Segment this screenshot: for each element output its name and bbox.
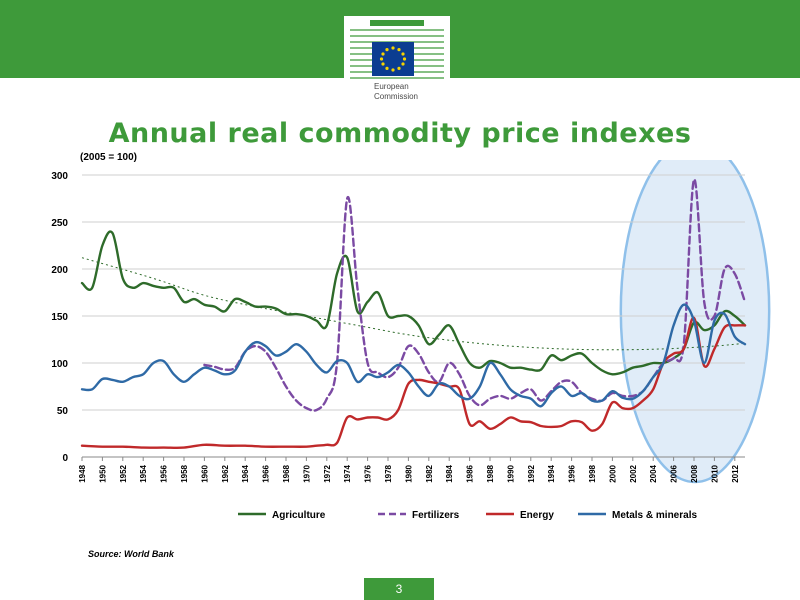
trend-line (81, 257, 746, 351)
x-tick-label: 1978 (384, 464, 393, 482)
legend-label: Energy (520, 510, 554, 521)
x-tick-label: 1996 (568, 464, 577, 482)
x-tick-label: 1986 (466, 464, 475, 482)
x-tick-label: 1966 (262, 464, 271, 482)
logo-caption: European Commission (374, 82, 444, 102)
y-tick-label: 150 (51, 312, 68, 323)
y-tick-label: 200 (51, 265, 68, 276)
series-line-agriculture (80, 230, 747, 376)
x-tick-label: 2000 (608, 464, 617, 482)
legend-item-fertilizers: Fertilizers (378, 510, 460, 521)
x-tick-label: 1988 (486, 464, 495, 482)
x-tick-label: 2004 (649, 464, 658, 482)
y-tick-label: 0 (62, 453, 68, 464)
legend-label: Metals & minerals (612, 510, 697, 521)
x-tick-label: 1964 (241, 464, 250, 482)
legend-item-energy: Energy (486, 510, 554, 521)
source-note: Source: World Bank (88, 549, 174, 559)
commodity-price-chart: 0 50 100 150 200 250 300 1948 1950 1952 1954 1956 19… (51, 160, 771, 521)
index-base-note: (2005 = 100) (80, 152, 137, 163)
x-tick-label: 2008 (690, 464, 699, 482)
x-tick-label: 1976 (364, 464, 373, 482)
slide-title: Annual real commodity price indexes (108, 118, 692, 149)
series-layer (80, 178, 747, 450)
axis-layer: 0 50 100 150 200 250 300 1948 1950 1952 1954 1956 19… (51, 171, 745, 483)
x-tick-label: 1952 (119, 464, 128, 482)
x-tick-label: 1972 (323, 464, 332, 482)
x-tick-label: 1958 (180, 464, 189, 482)
european-commission-logo: European Commission (344, 16, 450, 102)
x-tick-label: 1998 (588, 464, 597, 482)
eu-flag-icon (372, 42, 414, 76)
x-tick-label: 1960 (200, 464, 209, 482)
x-tick-label: 1980 (404, 464, 413, 482)
x-tick-label: 1962 (221, 464, 230, 482)
x-tick-label: 1948 (78, 464, 87, 482)
x-tick-label: 1990 (506, 464, 515, 482)
x-tick-label: 1954 (139, 464, 148, 482)
legend-label: Fertilizers (412, 510, 460, 521)
x-tick-label: 2002 (629, 464, 638, 482)
page-number: 3 (364, 578, 434, 600)
x-tick-label: 1970 (302, 464, 311, 482)
x-tick-label: 2010 (710, 464, 719, 482)
x-tick-label: 2006 (670, 464, 679, 482)
x-tick-label: 1968 (282, 464, 291, 482)
x-tick-label: 1992 (527, 464, 536, 482)
legend-label: Agriculture (272, 510, 326, 521)
x-tick-label: 2012 (731, 464, 740, 482)
logo-line-2: Commission (374, 92, 419, 101)
y-tick-label: 50 (57, 406, 69, 417)
legend-layer: Agriculture Fertilizers Energy Metals & min… (238, 510, 697, 521)
x-tick-label: 1956 (160, 464, 169, 482)
x-tick-label: 1994 (547, 464, 556, 482)
logo-line-1: European (374, 82, 409, 91)
x-tick-label: 1974 (343, 464, 352, 482)
series-line-metals (80, 303, 747, 408)
y-tick-label: 250 (51, 218, 68, 229)
y-tick-label: 300 (51, 171, 68, 182)
x-tick-label: 1950 (98, 464, 107, 482)
legend-item-agriculture: Agriculture (238, 510, 326, 521)
x-tick-label: 1984 (445, 464, 454, 482)
y-tick-label: 100 (51, 359, 68, 370)
x-tick-label: 1982 (425, 464, 434, 482)
legend-item-metals: Metals & minerals (578, 510, 697, 521)
series-line-energy (80, 316, 747, 450)
